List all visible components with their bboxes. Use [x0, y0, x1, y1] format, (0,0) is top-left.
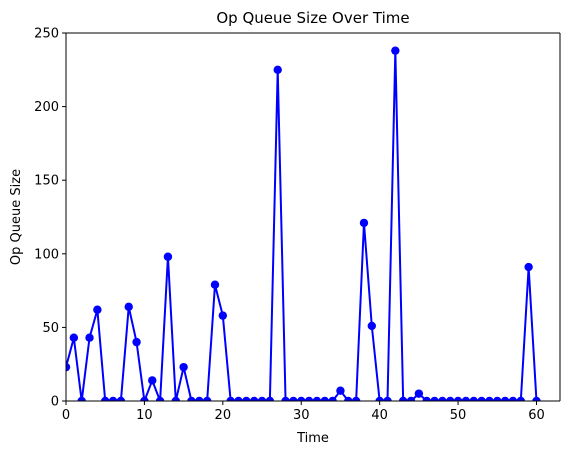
data-point	[383, 396, 392, 401]
data-point	[508, 396, 518, 401]
data-point	[148, 376, 157, 385]
axes-layer	[65, 32, 561, 402]
data-point	[430, 396, 439, 401]
ticks-layer: 0 10 20 30 40 50 60 0 50 100 150 200 250	[34, 27, 545, 424]
data-point	[351, 396, 361, 401]
data-point	[210, 280, 220, 289]
y-axis-title: Op Queue Size	[9, 169, 24, 265]
data-point	[171, 396, 180, 401]
data-point	[66, 362, 71, 372]
data-point	[422, 396, 431, 401]
data-point	[249, 396, 259, 401]
data-point	[516, 396, 525, 401]
data-point	[273, 65, 282, 75]
data-point	[485, 396, 494, 401]
data-point	[93, 305, 102, 314]
data-point	[524, 262, 533, 272]
data-point	[101, 396, 110, 401]
data-point	[453, 396, 463, 401]
data-point	[155, 396, 165, 401]
data-point	[163, 252, 173, 261]
data-point	[359, 218, 369, 228]
data-point	[344, 396, 353, 401]
x-tick-label: 20	[215, 408, 232, 423]
data-point	[195, 396, 204, 401]
x-tick-label: 40	[371, 408, 388, 423]
x-tick-label: 10	[136, 408, 153, 423]
data-point	[108, 396, 118, 401]
data-point	[328, 396, 337, 401]
y-tick-label: 250	[34, 27, 59, 42]
data-point	[85, 333, 94, 342]
x-tick-label: 30	[293, 408, 310, 423]
chart-title: Op Queue Size Over Time	[216, 9, 409, 27]
data-point	[406, 396, 416, 401]
data-point	[116, 396, 126, 401]
data-point	[132, 337, 141, 347]
data-point	[226, 396, 235, 401]
data-point	[234, 396, 243, 401]
data-point	[398, 396, 408, 401]
y-tick-label: 100	[34, 247, 59, 262]
data-point	[140, 396, 149, 401]
y-tick-label: 50	[42, 321, 59, 336]
data-point	[446, 396, 455, 401]
data-point	[257, 396, 267, 401]
data-point	[493, 396, 502, 401]
data-point	[375, 396, 384, 401]
data-point	[312, 396, 322, 401]
series-layer	[66, 46, 541, 401]
data-point	[461, 396, 471, 401]
data-point	[202, 396, 212, 401]
data-point	[391, 46, 400, 55]
data-point	[281, 396, 290, 401]
data-point	[320, 396, 329, 401]
y-tick-label: 150	[34, 174, 59, 189]
data-point	[297, 396, 306, 401]
data-point	[124, 302, 133, 311]
data-point	[500, 396, 510, 401]
data-point	[438, 396, 447, 401]
data-point	[336, 386, 345, 395]
data-point	[77, 396, 86, 401]
data-point	[289, 396, 298, 401]
data-point	[69, 333, 79, 342]
x-tick-label: 0	[62, 408, 70, 423]
data-point	[265, 396, 275, 401]
data-point	[532, 396, 541, 401]
data-point	[179, 362, 188, 372]
y-tick-label: 200	[34, 100, 59, 115]
data-point	[477, 396, 486, 401]
data-point	[242, 396, 251, 401]
data-point	[304, 396, 314, 401]
y-tick-label: 0	[51, 395, 59, 410]
x-tick-label: 60	[528, 408, 545, 423]
data-point	[218, 311, 228, 320]
x-axis-title: Time	[296, 431, 329, 446]
data-point	[414, 389, 424, 398]
data-point	[187, 396, 196, 401]
data-point	[469, 396, 478, 401]
data-point	[367, 321, 377, 331]
x-tick-label: 50	[450, 408, 467, 423]
